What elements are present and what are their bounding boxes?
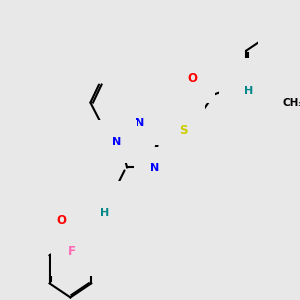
Text: O: O: [188, 72, 197, 85]
Text: H: H: [100, 208, 110, 218]
Text: H: H: [244, 85, 253, 96]
Text: N: N: [236, 76, 246, 89]
Text: CH₃: CH₃: [283, 98, 300, 108]
Text: O: O: [57, 214, 67, 227]
Text: N: N: [150, 164, 159, 173]
Text: F: F: [68, 245, 76, 258]
Text: N: N: [112, 136, 121, 147]
Text: N: N: [93, 199, 103, 212]
Text: S: S: [179, 124, 187, 137]
Text: N: N: [136, 118, 145, 128]
